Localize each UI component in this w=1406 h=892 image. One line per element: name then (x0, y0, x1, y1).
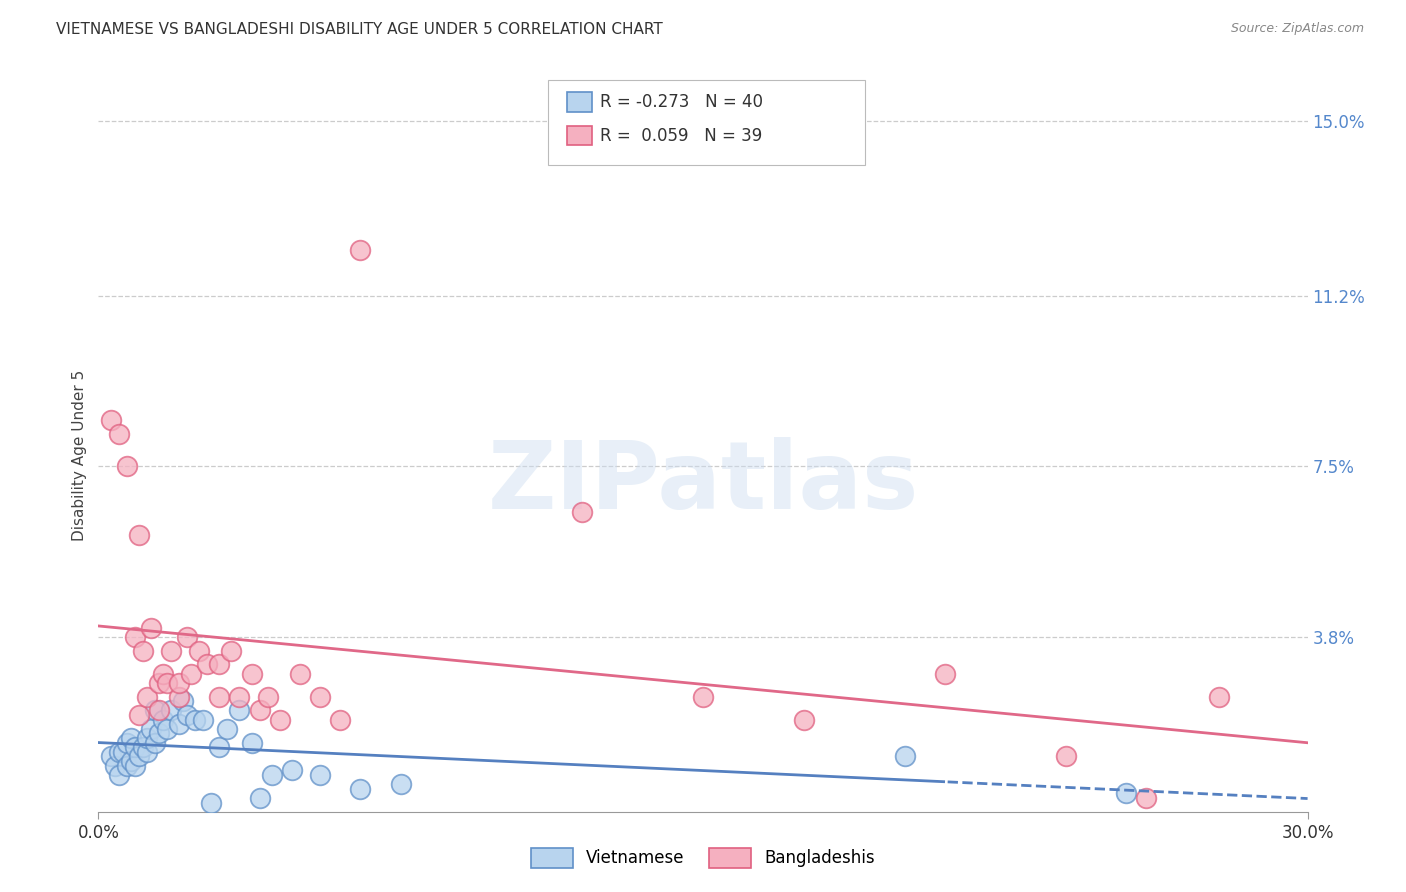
Point (148, 726, 170, 740)
Point (934, 666, 956, 681)
Point (103, 758, 125, 772)
Point (148, 675, 170, 690)
Point (249, 703, 271, 717)
Point (107, 768, 129, 782)
Point (124, 758, 146, 772)
Point (195, 657, 218, 672)
Legend: Vietnamese, Bangladeshis: Vietnamese, Bangladeshis (524, 841, 882, 875)
Point (107, 427, 129, 442)
Point (139, 722, 162, 736)
Point (228, 690, 250, 704)
Point (167, 675, 190, 690)
Text: ZIPatlas: ZIPatlas (488, 437, 918, 530)
Point (793, 713, 815, 727)
Point (893, 749, 915, 764)
Text: R =  0.059   N = 39: R = 0.059 N = 39 (600, 127, 762, 145)
Point (115, 459, 138, 474)
Point (167, 690, 190, 704)
Point (193, 713, 215, 727)
Point (176, 630, 198, 644)
Point (309, 690, 332, 704)
Point (260, 768, 283, 782)
Point (156, 675, 179, 690)
Point (128, 749, 150, 764)
Point (124, 630, 146, 644)
Point (1135, 791, 1157, 805)
Point (107, 745, 129, 759)
Point (1208, 690, 1230, 704)
Point (200, 796, 222, 810)
Point (288, 666, 311, 681)
Point (148, 703, 170, 717)
Point (208, 740, 231, 755)
Point (184, 713, 207, 727)
Point (240, 666, 263, 681)
Point (176, 708, 198, 723)
Point (1115, 786, 1137, 800)
Point (100, 749, 122, 764)
Point (115, 736, 138, 750)
Point (111, 745, 134, 759)
Point (143, 736, 166, 750)
Point (152, 666, 174, 681)
Point (692, 690, 714, 704)
Point (128, 528, 150, 542)
Point (132, 740, 155, 755)
Point (180, 666, 202, 681)
Text: Source: ZipAtlas.com: Source: ZipAtlas.com (1230, 22, 1364, 36)
Point (160, 703, 183, 717)
Point (349, 243, 371, 257)
Point (309, 768, 332, 782)
Point (329, 713, 352, 727)
Point (571, 506, 593, 520)
Point (188, 643, 211, 657)
Point (172, 694, 194, 708)
Point (152, 713, 174, 727)
Point (120, 731, 142, 745)
Point (240, 736, 263, 750)
Point (139, 621, 162, 635)
Point (208, 690, 231, 704)
Point (269, 713, 291, 727)
Point (160, 643, 183, 657)
Point (167, 717, 190, 731)
Point (208, 657, 231, 672)
Point (132, 643, 155, 657)
Point (349, 781, 371, 796)
Point (228, 703, 250, 717)
Point (1054, 749, 1077, 764)
Point (217, 722, 239, 736)
Point (389, 777, 412, 791)
Point (256, 690, 278, 704)
Point (221, 643, 243, 657)
Point (128, 708, 150, 723)
Point (249, 791, 271, 805)
Point (143, 703, 166, 717)
Point (115, 758, 138, 772)
Point (281, 764, 304, 778)
Point (124, 740, 146, 755)
Text: R = -0.273   N = 40: R = -0.273 N = 40 (600, 93, 763, 111)
Point (100, 413, 122, 427)
Y-axis label: Disability Age Under 5: Disability Age Under 5 (72, 369, 87, 541)
Point (156, 722, 179, 736)
Text: VIETNAMESE VS BANGLADESHI DISABILITY AGE UNDER 5 CORRELATION CHART: VIETNAMESE VS BANGLADESHI DISABILITY AGE… (56, 22, 664, 37)
Point (135, 690, 157, 704)
Point (120, 754, 142, 768)
Point (135, 745, 157, 759)
Point (135, 731, 157, 745)
